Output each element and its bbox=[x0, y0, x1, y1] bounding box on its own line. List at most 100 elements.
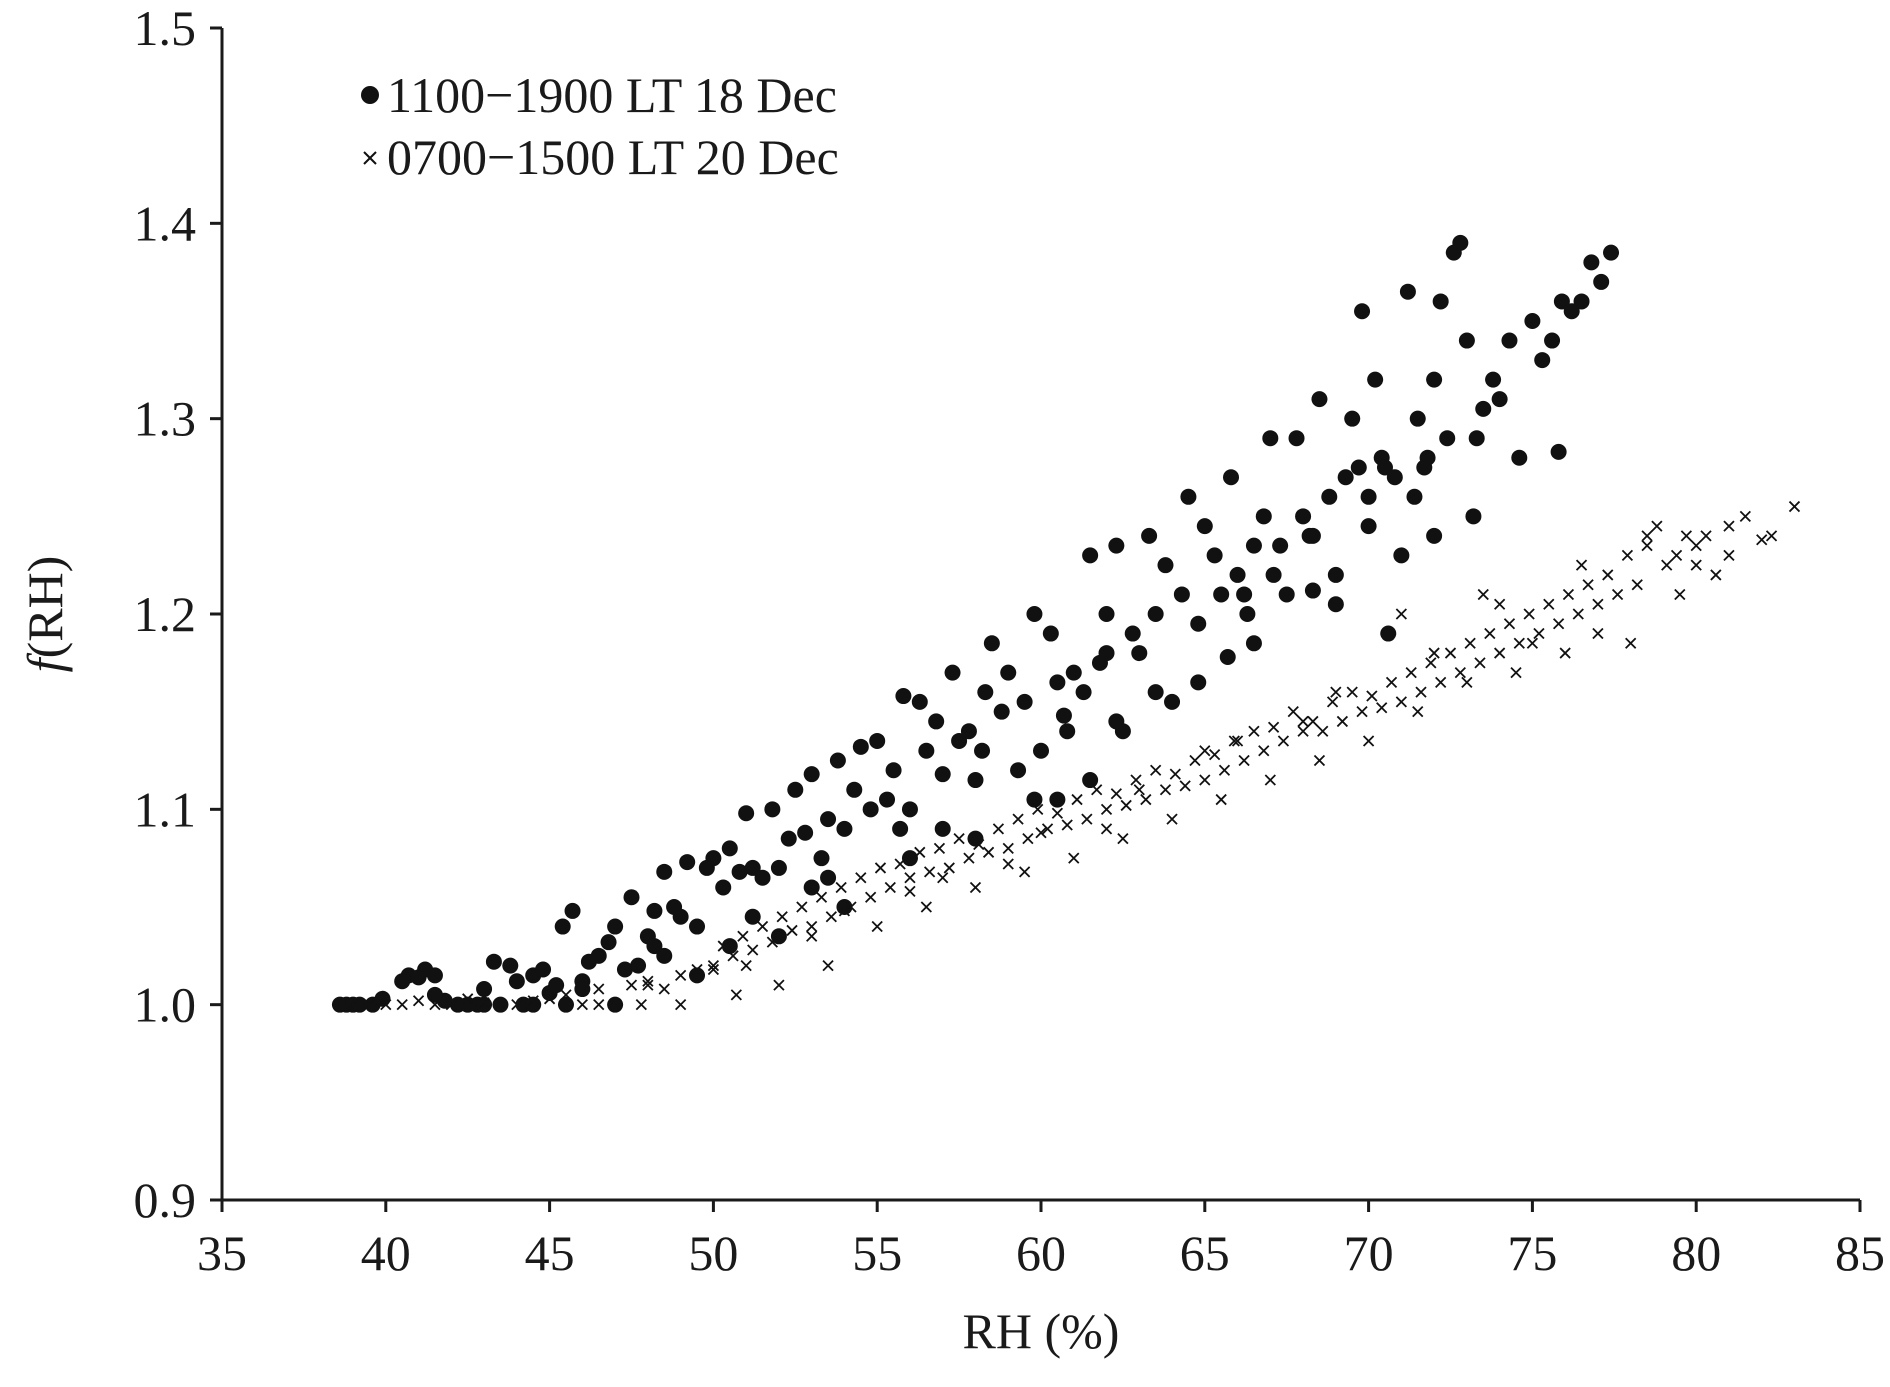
data-point-circle bbox=[1272, 537, 1289, 554]
data-point-circle bbox=[1409, 410, 1426, 427]
data-point-cross bbox=[707, 963, 720, 976]
data-point-circle bbox=[787, 781, 804, 798]
data-point-circle bbox=[944, 664, 961, 681]
data-point-circle bbox=[977, 684, 994, 701]
data-point-cross bbox=[429, 999, 441, 1011]
data-point-circle bbox=[1042, 625, 1059, 642]
data-point-cross bbox=[1700, 530, 1712, 542]
data-point-circle bbox=[1295, 508, 1312, 525]
data-point-cross bbox=[904, 872, 916, 884]
data-point-cross bbox=[1788, 500, 1801, 513]
data-point-circle bbox=[1055, 707, 1072, 724]
data-point-cross bbox=[1690, 539, 1702, 552]
data-point-circle bbox=[426, 986, 443, 1003]
data-point-cross bbox=[727, 950, 739, 962]
data-point-circle bbox=[1376, 459, 1393, 476]
data-point-circle bbox=[1475, 400, 1492, 417]
data-point-circle bbox=[764, 801, 781, 818]
data-point-circle bbox=[607, 918, 624, 935]
x-tick-label: 75 bbox=[1507, 1225, 1557, 1281]
data-point-circle bbox=[1010, 762, 1027, 779]
data-point-circle bbox=[705, 850, 722, 867]
data-point-cross bbox=[1680, 530, 1693, 542]
data-point-cross bbox=[933, 842, 946, 855]
data-point-circle bbox=[1288, 430, 1305, 447]
data-point-cross bbox=[923, 866, 936, 878]
data-point-cross bbox=[1218, 764, 1231, 776]
data-point-cross bbox=[1277, 735, 1290, 747]
data-point-circle bbox=[1049, 791, 1066, 808]
data-point-cross bbox=[1641, 539, 1653, 552]
data-point-circle bbox=[574, 981, 591, 998]
data-point-cross bbox=[1336, 715, 1349, 728]
data-point-cross bbox=[675, 999, 687, 1011]
data-point-circle bbox=[1468, 430, 1485, 447]
data-point-circle bbox=[1399, 283, 1416, 300]
data-point-circle bbox=[1223, 469, 1240, 486]
data-point-cross bbox=[1513, 637, 1525, 649]
data-point-circle bbox=[1426, 527, 1443, 544]
data-point-cross bbox=[1002, 842, 1014, 855]
data-point-cross bbox=[1484, 627, 1496, 640]
y-tick-label: 1.4 bbox=[134, 195, 197, 251]
data-point-cross bbox=[776, 911, 788, 923]
data-point-circle bbox=[1108, 713, 1125, 730]
data-point-cross bbox=[1041, 823, 1054, 835]
data-point-cross bbox=[1018, 866, 1031, 878]
data-point-cross bbox=[1258, 745, 1270, 757]
data-point-circle bbox=[852, 738, 869, 755]
data-point-cross bbox=[1412, 706, 1424, 718]
data-point-circle bbox=[1000, 664, 1017, 681]
data-point-circle bbox=[892, 820, 909, 837]
x-axis-title: RH (%) bbox=[963, 1303, 1120, 1359]
data-point-circle bbox=[1511, 449, 1528, 466]
data-point-cross bbox=[992, 823, 1005, 835]
data-point-circle bbox=[1049, 674, 1066, 691]
data-point-circle bbox=[1180, 488, 1197, 505]
data-point-cross bbox=[635, 999, 647, 1011]
data-point-circle bbox=[1278, 586, 1295, 603]
data-point-circle bbox=[901, 801, 918, 818]
data-point-cross bbox=[1756, 534, 1768, 546]
data-point-circle bbox=[1301, 527, 1318, 544]
data-point-circle bbox=[1164, 693, 1181, 710]
series-2 bbox=[347, 500, 1801, 1011]
data-point-cross bbox=[494, 999, 507, 1011]
data-point-circle bbox=[1406, 488, 1423, 505]
data-point-cross bbox=[1032, 803, 1044, 815]
data-point-cross bbox=[1385, 676, 1398, 689]
data-point-cross bbox=[1723, 520, 1735, 532]
data-point-cross bbox=[943, 862, 955, 874]
data-point-circle bbox=[1255, 508, 1272, 525]
data-point-cross bbox=[1317, 725, 1329, 737]
data-point-circle bbox=[974, 742, 991, 759]
data-point-cross bbox=[825, 911, 837, 923]
data-point-cross bbox=[347, 999, 359, 1011]
data-point-circle bbox=[525, 996, 542, 1013]
y-ticks: 0.9 1.0 1.1 1.2 1.3 1.4 1.5 bbox=[134, 0, 222, 1228]
data-point-cross bbox=[642, 975, 654, 987]
data-point-cross bbox=[1002, 858, 1014, 870]
data-point-cross bbox=[1651, 520, 1663, 532]
data-point-circle bbox=[1344, 410, 1361, 427]
data-point-cross bbox=[1592, 598, 1604, 610]
y-axis-title: f(RH) bbox=[17, 556, 73, 673]
data-point-cross bbox=[1169, 768, 1181, 780]
data-point-cross bbox=[1228, 735, 1240, 747]
data-point-cross bbox=[1425, 657, 1437, 669]
data-point-cross bbox=[1625, 637, 1637, 649]
data-point-circle bbox=[535, 961, 552, 978]
data-point-circle bbox=[715, 879, 732, 896]
data-point-cross bbox=[740, 959, 752, 972]
data-point-circle bbox=[738, 805, 755, 822]
data-point-cross bbox=[1494, 598, 1506, 610]
data-point-circle bbox=[1236, 586, 1253, 603]
data-point-circle bbox=[623, 889, 640, 906]
data-point-circle bbox=[548, 977, 565, 994]
data-point-circle bbox=[1265, 566, 1282, 583]
data-point-circle bbox=[1245, 635, 1262, 652]
data-point-circle bbox=[689, 967, 706, 984]
data-point-cross bbox=[1297, 725, 1309, 737]
data-point-cross bbox=[1307, 715, 1319, 728]
